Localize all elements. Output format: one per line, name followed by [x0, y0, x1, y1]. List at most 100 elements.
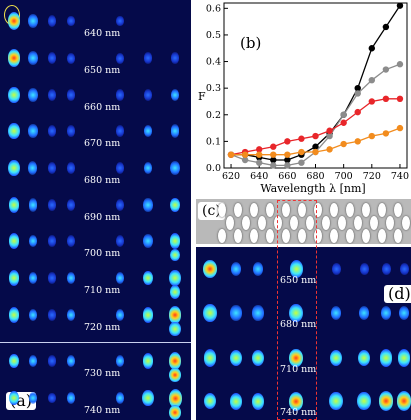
data-point-red [255, 146, 263, 153]
data-point-red [368, 98, 376, 105]
data-point-black [354, 84, 361, 92]
intensity-spot [203, 259, 217, 279]
wavelength-label-d: 710 nm [280, 364, 317, 375]
intensity-spot [169, 197, 180, 213]
intensity-spot [229, 392, 243, 410]
intensity-spot [48, 309, 56, 321]
data-point-gray [340, 111, 347, 118]
data-point-red [396, 95, 404, 103]
data-point-gray [270, 162, 277, 169]
air-hole [346, 229, 354, 243]
intensity-spot [142, 353, 154, 369]
intensity-spot [48, 272, 56, 284]
air-hole [266, 229, 274, 243]
y-tick-label: 0.4 [206, 57, 221, 68]
intensity-spot [48, 162, 56, 174]
air-hole [394, 229, 402, 243]
data-point-red [270, 143, 277, 150]
y-tick-label: 0.1 [206, 136, 221, 147]
wavelength-label: 680 nm [84, 175, 121, 186]
intensity-spot [67, 52, 75, 64]
intensity-spot [381, 262, 391, 276]
intensity-spot [252, 305, 264, 321]
wavelength-label: 710 nm [84, 285, 121, 296]
intensity-spot [8, 49, 20, 67]
data-point-black [270, 156, 277, 164]
intensity-spot [115, 308, 125, 322]
air-hole [282, 203, 290, 217]
intensity-spot [8, 270, 20, 286]
air-hole [314, 203, 322, 217]
intensity-spot [329, 392, 343, 410]
intensity-spot [169, 285, 181, 299]
intensity-spot [289, 348, 303, 368]
intensity-spot [169, 322, 181, 336]
panel-d-label: (d) [384, 285, 411, 303]
air-hole [362, 229, 370, 243]
air-hole [298, 229, 306, 243]
intensity-spot [230, 305, 242, 321]
intensity-spot [28, 14, 38, 28]
intensity-spot [289, 260, 303, 278]
air-hole [338, 216, 346, 230]
intensity-spot [168, 351, 182, 371]
y-tick-label: 0.0 [206, 163, 221, 174]
intensity-spot [28, 271, 38, 285]
intensity-spot [48, 235, 56, 247]
data-point-red [312, 132, 319, 140]
intensity-spot [330, 305, 342, 321]
air-hole [370, 216, 378, 230]
intensity-spot [66, 354, 76, 368]
intensity-spot [67, 15, 75, 27]
intensity-spot [378, 391, 394, 411]
intensity-spot [115, 354, 125, 368]
intensity-spot [358, 350, 370, 366]
air-hole [362, 203, 370, 217]
air-hole [314, 229, 322, 243]
x-axis-label: Wavelength λ [nm] [260, 182, 365, 195]
air-hole [290, 216, 298, 230]
intensity-spot [47, 52, 56, 64]
intensity-spot [8, 12, 20, 30]
air-hole [346, 203, 354, 217]
air-hole [282, 229, 290, 243]
air-hole [330, 203, 338, 217]
data-point-gray [354, 90, 361, 97]
data-point-red [284, 138, 291, 145]
data-point-black [312, 143, 319, 150]
data-point-orange [326, 146, 333, 153]
intensity-spot [359, 262, 369, 276]
intensity-spot [169, 306, 181, 324]
intensity-spot [8, 159, 20, 177]
data-point-gray [255, 159, 263, 166]
air-hole [402, 216, 410, 230]
data-point-orange [340, 140, 347, 148]
intensity-spot [170, 124, 180, 138]
x-tick-label: 660 [278, 171, 296, 182]
data-point-orange [227, 151, 235, 158]
intensity-spot [169, 248, 181, 262]
air-hole [266, 203, 274, 217]
intensity-spot [251, 392, 265, 410]
air-hole [378, 229, 386, 243]
x-tick-label: 640 [250, 171, 268, 182]
intensity-spot [168, 388, 182, 408]
intensity-spot [116, 125, 124, 137]
air-hole [234, 229, 242, 243]
intensity-spot [143, 161, 153, 175]
x-tick-label: 680 [306, 171, 324, 182]
intensity-spot [398, 305, 410, 321]
intensity-spot [8, 307, 20, 323]
data-point-orange [354, 138, 361, 145]
intensity-spot [358, 305, 370, 321]
intensity-spot [28, 88, 38, 102]
data-point-black [284, 156, 291, 164]
intensity-spot [289, 304, 303, 322]
air-hole [226, 216, 234, 230]
plot-frame [223, 2, 408, 169]
x-tick-label: 720 [363, 171, 381, 182]
intensity-spot [116, 15, 124, 27]
air-hole [394, 203, 402, 217]
y-tick-label: 0.2 [206, 110, 221, 121]
intensity-spot [379, 349, 393, 367]
